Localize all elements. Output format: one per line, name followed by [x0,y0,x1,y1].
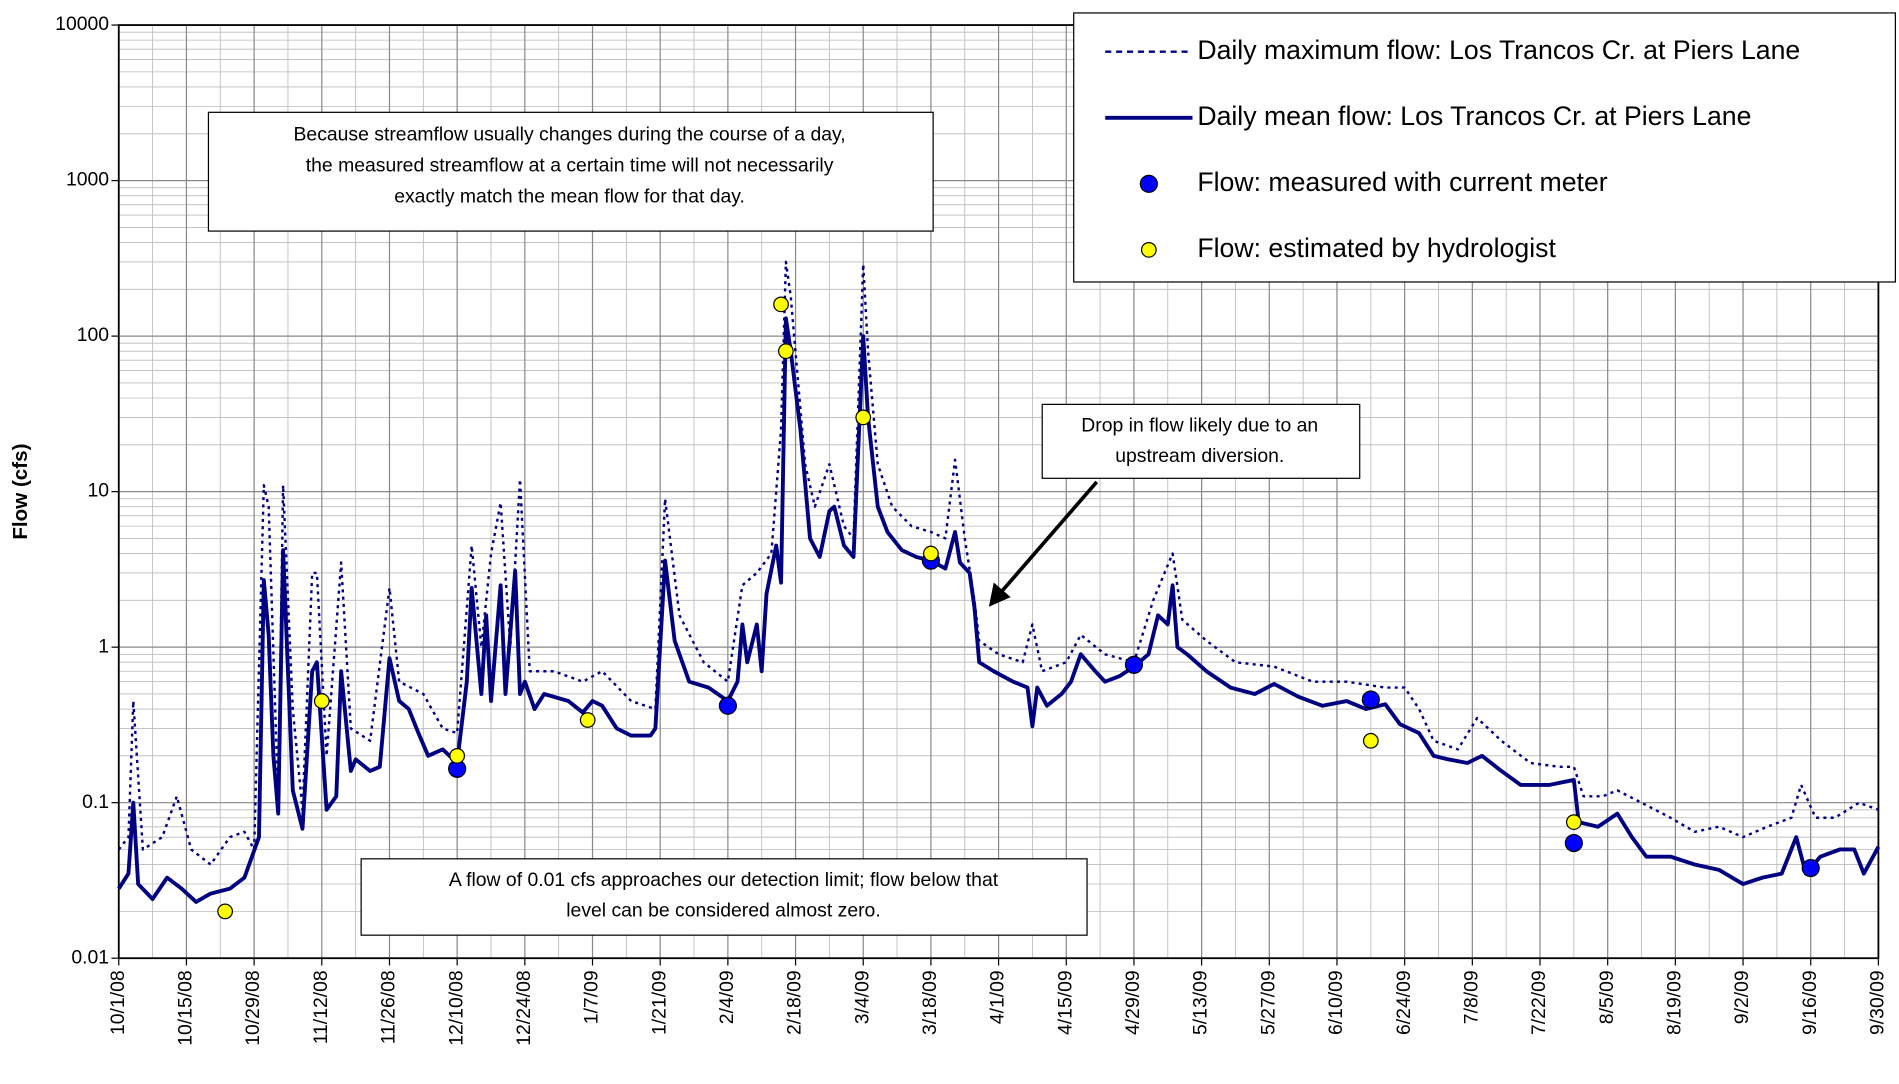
x-tick-label: 9/16/09 [1799,970,1821,1035]
legend-label: Flow: estimated by hydrologist [1197,233,1556,263]
data-point [1361,690,1380,709]
line-series [117,316,1881,904]
annotation-text: Because streamflow usually changes durin… [294,123,846,145]
legend-label: Daily maximum flow: Los Trancos Cr. at P… [1197,35,1800,65]
annotation-text: level can be considered almost zero. [566,900,880,922]
x-tick-label: 10/1/08 [107,970,129,1035]
data-point [449,747,466,764]
y-tick-label: 100 [77,324,110,346]
annotation-box [207,111,934,232]
annotation-text: exactly match the mean flow for that day… [394,185,745,207]
data-point [923,545,939,562]
x-tick-label: 5/27/09 [1257,970,1279,1035]
x-tick-label: 6/10/09 [1325,970,1347,1035]
annotation-text: the measured streamflow at a certain tim… [306,154,834,176]
y-tick-label: 10000 [55,13,109,35]
x-tick-label: 9/30/09 [1867,970,1889,1035]
y-tick-label: 1000 [66,169,109,191]
y-tick-label: 0.01 [71,946,109,968]
annotation-arrow [999,480,1099,594]
x-tick-label: 12/24/08 [513,970,535,1045]
annotation-text: upstream diversion. [1115,445,1284,467]
data-point [778,343,794,360]
data-point [217,903,233,920]
data-point [1565,814,1582,830]
x-tick-label: 8/5/09 [1596,970,1618,1024]
data-point [773,296,789,313]
y-tick-label: 1 [98,635,109,657]
legend-label: Flow: measured with current meter [1197,167,1607,197]
legend-label: Daily mean flow: Los Trancos Cr. at Pier… [1197,101,1751,131]
x-tick-label: 4/1/09 [987,970,1009,1024]
x-tick-label: 8/19/09 [1663,970,1685,1035]
x-tick-label: 3/18/09 [919,970,941,1035]
x-tick-label: 12/10/08 [445,970,467,1045]
x-tick-label: 2/4/09 [716,970,738,1024]
data-point [1801,858,1820,878]
data-point [313,693,330,709]
x-tick-label: 4/29/09 [1122,970,1144,1035]
y-tick-label: 10 [88,480,110,502]
annotation-box [1041,403,1361,479]
legend-marker [1139,174,1158,193]
x-tick-label: 7/22/09 [1528,970,1550,1035]
annotation-text: A flow of 0.01 cfs approaches our detect… [449,869,999,891]
x-tick-label: 6/24/09 [1393,970,1415,1035]
annotation-box [360,858,1088,936]
y-axis-label: Flow (cfs) [9,444,32,540]
legend-marker [1140,241,1157,258]
data-point [1362,732,1379,749]
x-tick-label: 11/12/08 [310,970,332,1044]
x-tick-label: 3/4/09 [851,970,873,1024]
annotation-text: Drop in flow likely due to an [1081,414,1318,436]
data-point [855,409,872,426]
data-point [1564,833,1583,853]
x-tick-label: 1/21/09 [648,970,670,1035]
x-tick-label: 9/2/09 [1731,970,1753,1024]
line-series [117,260,1879,866]
data-point [718,696,737,715]
data-point [1124,655,1144,674]
x-tick-label: 10/29/08 [242,970,264,1045]
x-tick-label: 1/7/09 [581,970,603,1024]
x-tick-label: 7/8/09 [1460,970,1482,1024]
x-tick-label: 11/26/08 [378,970,400,1044]
x-tick-label: 10/15/08 [175,970,197,1045]
x-tick-label: 5/13/09 [1190,970,1212,1035]
y-tick-label: 0.1 [82,791,109,813]
x-tick-label: 4/15/09 [1054,970,1076,1035]
legend-box [1073,12,1896,283]
arrow-head [988,582,1011,607]
plot-border [117,24,1880,960]
data-point [579,712,596,728]
x-tick-label: 2/18/09 [784,970,806,1035]
